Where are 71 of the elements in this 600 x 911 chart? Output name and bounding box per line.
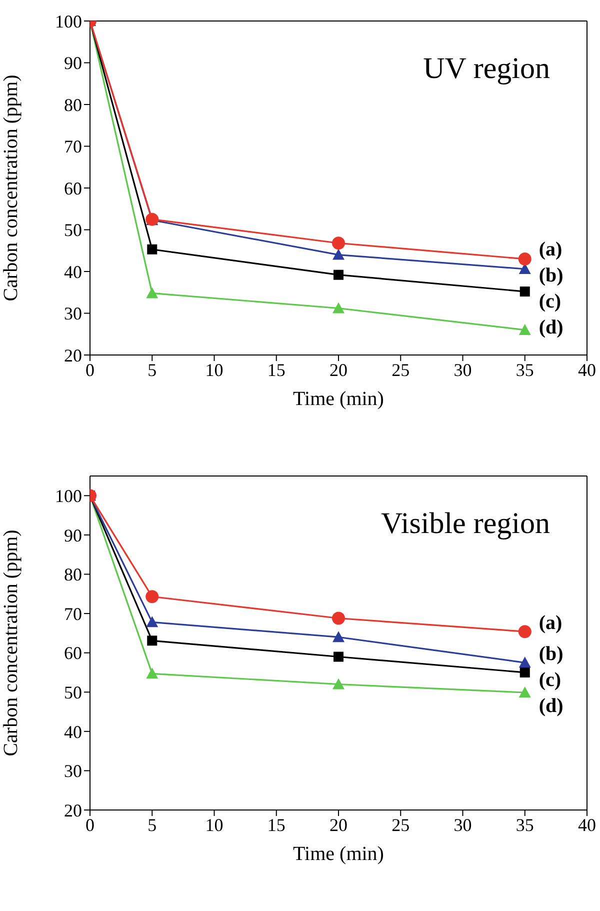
point xyxy=(332,302,344,314)
point xyxy=(146,287,158,298)
x-tick-label: 0 xyxy=(86,360,94,380)
x-tick-label: 35 xyxy=(516,814,534,835)
y-tick-label: 30 xyxy=(64,304,82,324)
series-label: (b) xyxy=(538,643,564,666)
series-label: (d) xyxy=(538,316,564,338)
x-tick-label: 40 xyxy=(578,360,596,380)
y-tick-label: 80 xyxy=(64,564,82,585)
point xyxy=(332,248,344,260)
point xyxy=(518,656,531,668)
y-tick-label: 50 xyxy=(64,682,82,703)
y-tick-label: 20 xyxy=(64,345,82,366)
point xyxy=(520,286,530,297)
x-tick-label: 30 xyxy=(454,814,472,835)
x-tick-label: 5 xyxy=(148,360,157,380)
y-tick-label: 50 xyxy=(64,220,82,240)
x-tick-label: 40 xyxy=(578,814,596,835)
x-tick-label: 20 xyxy=(330,814,348,835)
y-tick-label: 20 xyxy=(64,800,82,820)
series-label: (c) xyxy=(538,290,562,312)
y-tick-label: 100 xyxy=(55,486,82,506)
series-label: (d) xyxy=(538,695,564,718)
y-tick-label: 90 xyxy=(64,525,82,546)
y-axis-title: Carbon concentration (ppm) xyxy=(0,74,22,302)
x-tick-label: 10 xyxy=(205,360,224,380)
point xyxy=(332,631,344,642)
x-tick-label: 25 xyxy=(392,360,410,380)
point xyxy=(146,590,159,604)
y-tick-label: 90 xyxy=(64,53,82,74)
series-label: (a) xyxy=(538,612,562,634)
x-tick-label: 25 xyxy=(392,814,410,835)
point xyxy=(147,636,158,646)
point xyxy=(520,667,530,678)
point xyxy=(147,244,158,254)
x-tick-label: 10 xyxy=(205,814,224,835)
y-tick-label: 60 xyxy=(64,178,82,198)
y-tick-label: 60 xyxy=(64,643,82,664)
x-tick-label: 20 xyxy=(330,360,348,380)
y-axis-title: Carbon concentration (ppm) xyxy=(0,530,22,756)
y-tick-label: 100 xyxy=(55,11,82,32)
text: Visible region xyxy=(381,507,550,541)
point xyxy=(518,252,532,266)
x-axis-title: Time (min) xyxy=(293,843,384,865)
y-tick-label: 70 xyxy=(64,604,82,624)
y-tick-label: 80 xyxy=(64,94,82,115)
y-tick-label: 40 xyxy=(64,262,82,282)
y-tick-label: 30 xyxy=(64,761,82,782)
y-tick-label: 40 xyxy=(64,722,82,742)
point xyxy=(332,612,345,625)
point xyxy=(334,270,344,280)
series-label: (b) xyxy=(538,264,564,286)
text: UV region xyxy=(423,52,550,86)
point xyxy=(146,668,158,679)
x-tick-label: 35 xyxy=(516,360,534,380)
x-tick-label: 15 xyxy=(267,814,286,835)
x-tick-label: 15 xyxy=(267,360,286,380)
point xyxy=(518,625,532,638)
x-tick-label: 30 xyxy=(454,360,472,380)
point xyxy=(518,686,531,698)
y-tick-label: 70 xyxy=(64,136,82,157)
x-tick-label: 0 xyxy=(86,814,94,835)
series-label: (a) xyxy=(538,238,562,260)
point xyxy=(518,324,531,335)
x-tick-label: 5 xyxy=(148,814,157,835)
point xyxy=(334,652,344,662)
series-label: (c) xyxy=(538,669,562,692)
point xyxy=(146,616,158,628)
x-axis-title: Time (min) xyxy=(293,388,384,410)
point xyxy=(332,236,345,250)
point xyxy=(332,678,344,690)
